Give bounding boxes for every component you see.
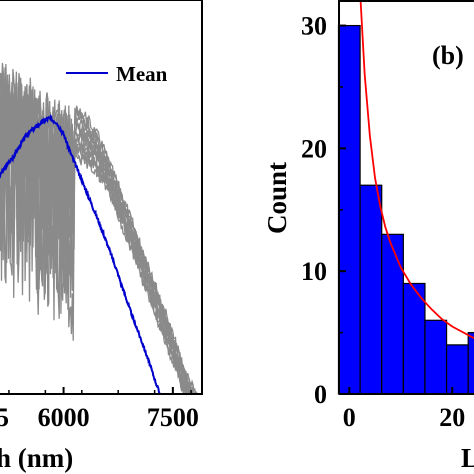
left-partial-tick-label: 5	[0, 403, 9, 432]
left-x-axis-label: h (nm)	[0, 443, 73, 473]
left-panel: 6000 7500 Mean 5 h (nm)	[0, 0, 203, 473]
right-x-ticks: 0 20	[343, 387, 465, 432]
left-x-tick-label: 6000	[38, 403, 90, 432]
right-x-tick-label: 0	[343, 403, 356, 432]
histogram-bar	[445, 344, 469, 395]
right-y-tick-label: 20	[301, 134, 327, 163]
right-fit-curve	[359, 0, 474, 339]
legend-mean-label: Mean	[116, 62, 168, 86]
right-y-tick-label: 30	[301, 12, 327, 41]
histogram-bar	[359, 184, 383, 395]
right-y-axis-label: Count	[262, 162, 292, 234]
right-panel-label: (b)	[432, 41, 464, 70]
histogram-bar	[402, 282, 426, 395]
gray-sample-line	[0, 110, 202, 395]
right-x-axis-label: L	[461, 443, 474, 473]
right-y-ticks: 0 10 20 30	[301, 12, 346, 409]
left-x-tick-label: 7500	[147, 403, 199, 432]
left-plot-frame	[0, 0, 203, 395]
right-bars	[337, 24, 474, 395]
histogram-bar	[424, 319, 448, 395]
left-x-ticks: 6000 7500	[8, 387, 199, 432]
right-panel: Count 0 10 20 30 0 20 (b) L	[262, 0, 474, 473]
right-y-tick-label: 10	[301, 257, 327, 286]
right-x-tick-label: 20	[439, 403, 465, 432]
histogram-bar	[381, 233, 404, 395]
histogram-bar	[467, 331, 474, 395]
left-mean-line	[0, 113, 161, 395]
right-y-tick-label: 0	[314, 380, 327, 409]
left-legend: Mean	[66, 62, 168, 86]
